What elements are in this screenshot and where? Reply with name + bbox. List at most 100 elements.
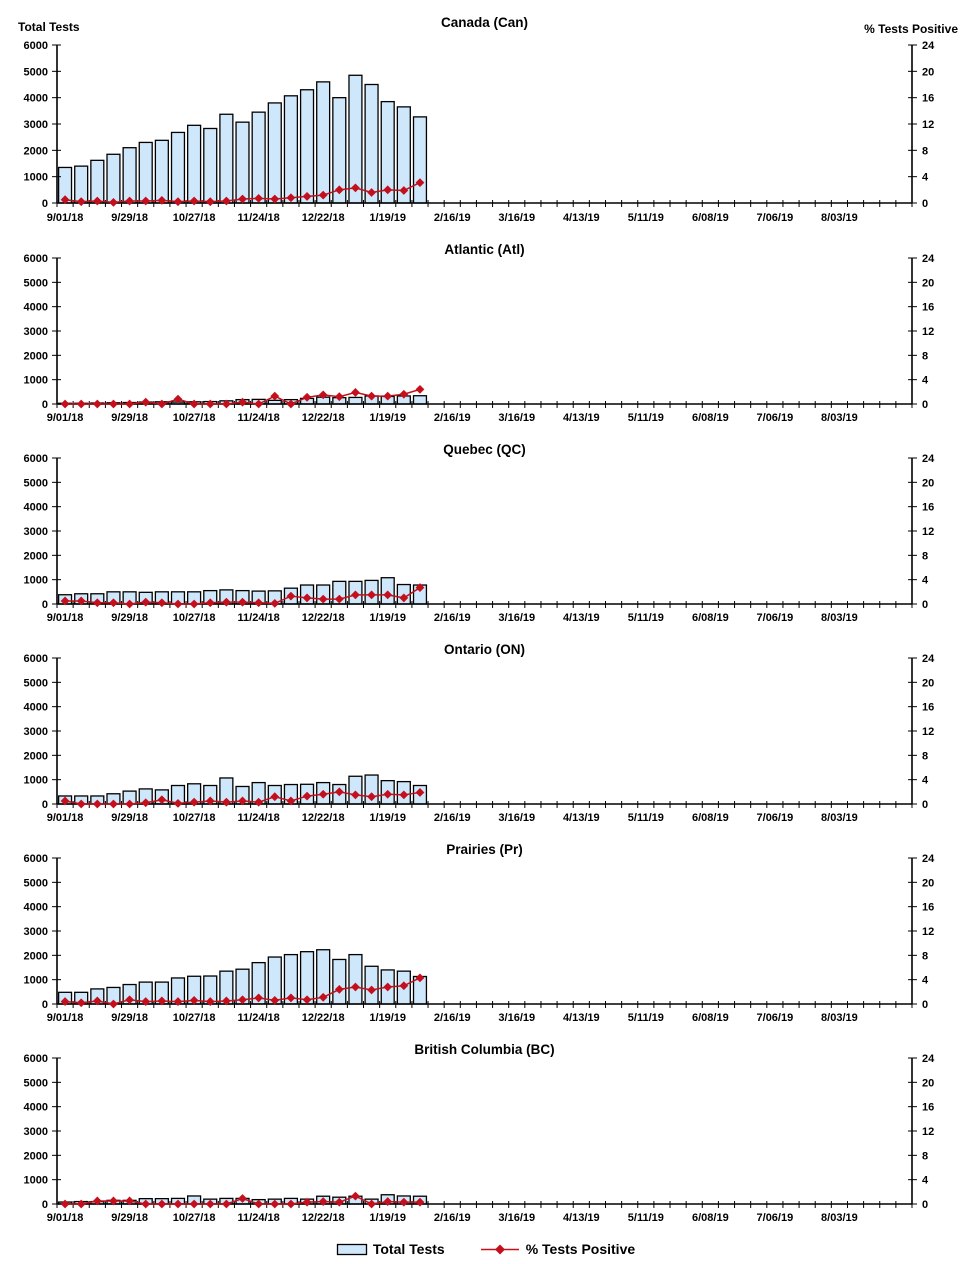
diamond-marker: [189, 797, 199, 807]
bar: [364, 83, 379, 204]
bar: [332, 958, 347, 1005]
diamond-marker: [76, 596, 86, 606]
diamond-marker: [76, 399, 86, 409]
diamond-marker: [318, 390, 328, 400]
diamond-marker: [189, 995, 199, 1005]
diamond-marker: [189, 599, 199, 609]
diamond-marker: [238, 397, 247, 407]
diamond-marker: [76, 799, 86, 809]
diamond-marker: [415, 788, 425, 797]
x-axis-label: 9/29/18: [111, 1012, 148, 1024]
legend-item-pct-positive: % Tests Positive: [479, 1241, 635, 1257]
right-tick-label: 24: [922, 253, 935, 265]
left-tick-label: 0: [42, 399, 48, 411]
right-tick-label: 20: [922, 877, 934, 889]
x-axis-label: 3/16/19: [498, 1212, 535, 1224]
x-axis-label: 4/13/19: [563, 1012, 600, 1024]
right-tick-label: 4: [922, 375, 929, 387]
chart-atlantic-atl: 0 1000 2000 3000 4000 5000 6000 0 4 8 12 16 20 24 9/01…: [24, 242, 936, 424]
diamond-marker: [238, 995, 247, 1005]
diamond-marker: [205, 796, 215, 806]
x-axis-label: 12/22/18: [302, 612, 345, 624]
x-axis-label: 1/19/19: [369, 812, 406, 824]
left-tick-label: 6000: [24, 1053, 48, 1065]
diamond-marker: [318, 594, 328, 604]
diamond-marker: [367, 985, 376, 995]
right-tick-label: 12: [922, 726, 934, 738]
right-tick-label: 4: [922, 775, 929, 787]
left-tick-label: 0: [42, 599, 48, 611]
x-axis-label: 7/06/19: [757, 612, 794, 624]
diamond-marker: [76, 1199, 86, 1209]
diamond-marker: [157, 795, 167, 805]
right-tick-label: 0: [922, 599, 928, 611]
x-axis-label: 7/06/19: [757, 412, 794, 424]
right-tick-label: 12: [922, 926, 934, 938]
diamond-marker: [367, 1199, 376, 1209]
x-axis-label: 11/24/18: [238, 412, 280, 424]
x-axis-label: 9/29/18: [111, 412, 148, 424]
diamond-marker: [125, 399, 134, 409]
x-axis-label: 5/11/19: [628, 1212, 664, 1224]
x-axis-label: 7/06/19: [757, 1012, 794, 1024]
diamond-marker: [173, 394, 183, 404]
left-tick-label: 3000: [24, 526, 48, 538]
x-axis-label: 10/27/18: [173, 812, 216, 824]
left-tick-label: 6000: [24, 40, 48, 52]
diamond-marker: [238, 796, 247, 806]
right-tick-label: 16: [922, 93, 934, 105]
right-tick-label: 16: [922, 902, 934, 914]
right-tick-label: 4: [922, 1175, 929, 1187]
diamond-marker: [254, 1199, 264, 1209]
bar: [364, 965, 379, 1005]
diamond-marker: [334, 787, 344, 797]
x-axis-label: 6/08/19: [692, 412, 729, 424]
left-tick-label: 1000: [24, 775, 48, 787]
right-tick-label: 16: [922, 502, 934, 514]
left-tick-label: 4000: [24, 93, 48, 105]
diamond-marker: [367, 590, 376, 600]
right-tick-label: 20: [922, 277, 934, 289]
diamond-marker: [92, 996, 102, 1006]
right-tick-label: 0: [922, 1199, 928, 1211]
bar: [251, 111, 266, 204]
diamond-marker: [254, 797, 264, 807]
x-axis-label: 8/03/19: [821, 1012, 858, 1024]
left-tick-label: 1000: [24, 1175, 48, 1187]
diamond-marker: [92, 399, 102, 409]
bar: [154, 139, 169, 204]
diamond-marker: [415, 385, 425, 394]
diamond-marker: [173, 798, 183, 808]
diamond-marker: [254, 598, 264, 608]
x-axis-label: 6/08/19: [692, 812, 729, 824]
x-axis-label: 8/03/19: [821, 212, 858, 224]
x-axis-label: 2/16/19: [434, 612, 471, 624]
diamond-marker: [238, 1194, 247, 1203]
diamond-marker: [141, 798, 151, 808]
x-axis-label: 4/13/19: [563, 412, 600, 424]
right-tick-label: 24: [922, 653, 935, 665]
left-tick-label: 5000: [24, 277, 48, 289]
bar: [348, 775, 363, 805]
right-tick-label: 16: [922, 702, 934, 714]
x-axis-label: 3/16/19: [498, 212, 535, 224]
x-axis-label: 2/16/19: [434, 412, 471, 424]
x-axis-label: 11/24/18: [238, 1012, 280, 1024]
x-axis-label: 5/11/19: [628, 1012, 664, 1024]
bar: [203, 127, 218, 204]
right-tick-label: 20: [922, 677, 934, 689]
diamond-marker: [173, 1199, 183, 1209]
right-tick-label: 8: [922, 1150, 928, 1162]
left-tick-label: 2000: [24, 950, 48, 962]
bar: [187, 124, 202, 204]
diamond-marker: [173, 599, 183, 609]
diamond-marker: [270, 792, 280, 802]
right-tick-label: 0: [922, 799, 928, 811]
left-tick-label: 4000: [24, 1102, 48, 1114]
chart-prairies-pr: 0 1000 2000 3000 4000 5000 6000 0 4 8 12 16 20 24 9/01…: [24, 842, 936, 1024]
bar: [316, 81, 331, 204]
diamond-marker: [60, 596, 70, 606]
legend-line-label: % Tests Positive: [525, 1241, 636, 1257]
x-axis-label: 8/03/19: [821, 412, 858, 424]
left-tick-label: 5000: [24, 477, 48, 489]
